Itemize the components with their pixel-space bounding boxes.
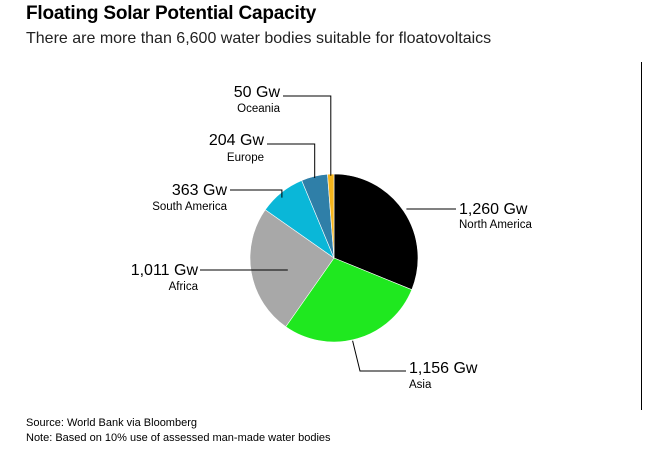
leader-line-oceania xyxy=(283,95,332,176)
slice-label-south-america: South America xyxy=(152,201,227,213)
pie-slice-asia xyxy=(285,257,413,343)
slice-label-asia: Asia xyxy=(409,379,432,391)
pie-slice-africa xyxy=(249,209,335,328)
slice-value-south-america: 363 Gw xyxy=(172,182,228,199)
leader-line-asia xyxy=(352,340,406,372)
leader-line-europe xyxy=(267,143,316,178)
pie-slice-north-america xyxy=(333,173,419,291)
slice-label-north-america: North America xyxy=(459,219,532,231)
slice-label-europe: Europe xyxy=(227,152,264,164)
chart-title: Floating Solar Potential Capacity xyxy=(26,3,317,24)
chart-subtitle: There are more than 6,600 water bodies s… xyxy=(26,30,492,47)
slice-value-europe: 204 Gw xyxy=(209,132,265,149)
chart-footer: Source: World Bank via Bloomberg Note: B… xyxy=(26,416,331,446)
slice-value-africa: 1,011 Gw xyxy=(131,262,199,279)
leader-line-south-america xyxy=(230,189,283,198)
slice-value-oceania: 50 Gw xyxy=(234,84,281,101)
slice-label-africa: Africa xyxy=(169,281,199,293)
slice-value-asia: 1,156 Gw xyxy=(409,360,478,377)
source-note: Source: World Bank via Bloomberg xyxy=(26,417,197,429)
footnote: Note: Based on 10% use of assessed man-m… xyxy=(26,432,331,444)
right-divider xyxy=(641,62,642,410)
slice-label-oceania: Oceania xyxy=(237,103,280,115)
slice-value-north-america: 1,260 Gw xyxy=(459,201,528,218)
